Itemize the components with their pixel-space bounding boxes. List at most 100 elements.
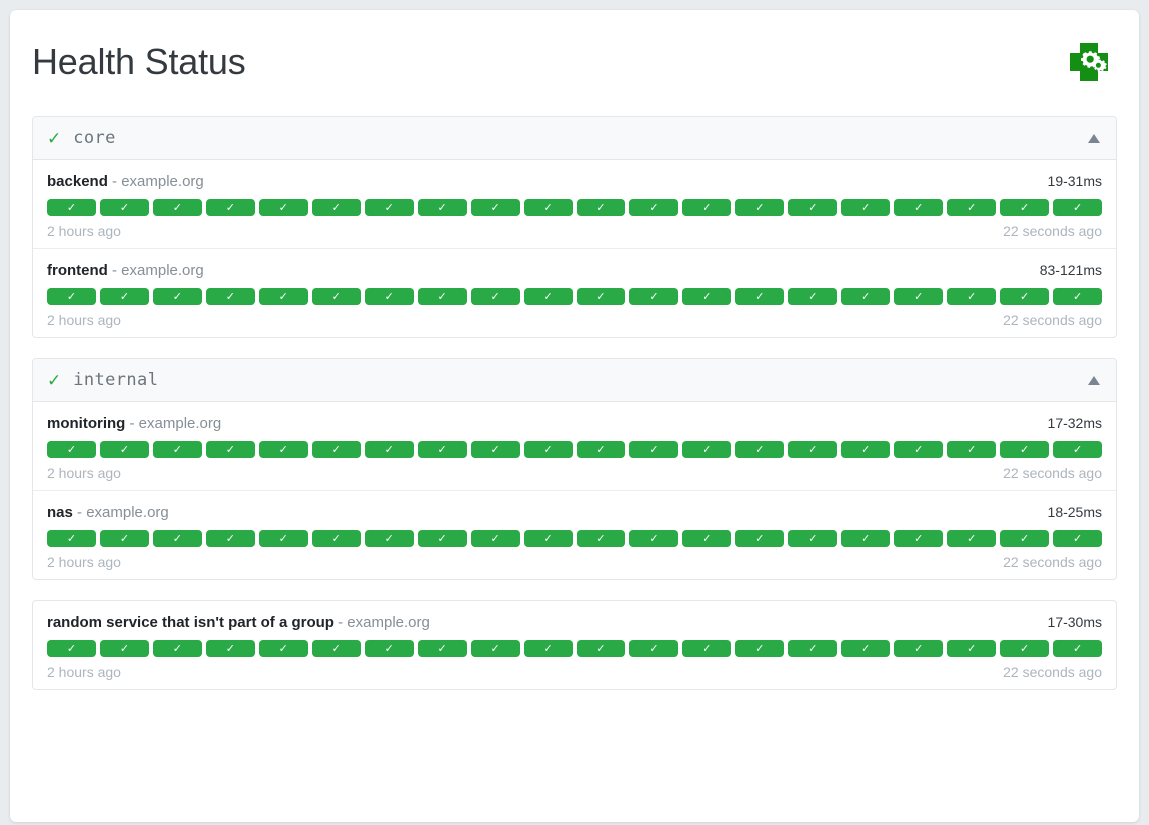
status-pill-up[interactable]: ✓: [99, 640, 149, 657]
status-pill-up[interactable]: ✓: [311, 441, 361, 458]
status-pill-up[interactable]: ✓: [788, 530, 838, 547]
status-pill-up[interactable]: ✓: [1053, 199, 1103, 216]
status-pill-up[interactable]: ✓: [523, 199, 573, 216]
group-header[interactable]: ✓ core: [33, 117, 1116, 160]
status-pill-up[interactable]: ✓: [788, 288, 838, 305]
status-pill-up[interactable]: ✓: [1000, 640, 1050, 657]
status-pill-up[interactable]: ✓: [311, 288, 361, 305]
status-pill-up[interactable]: ✓: [947, 441, 997, 458]
status-pill-up[interactable]: ✓: [1053, 288, 1103, 305]
status-pill-up[interactable]: ✓: [258, 441, 308, 458]
caret-up-icon[interactable]: [1088, 133, 1100, 143]
status-pill-up[interactable]: ✓: [364, 288, 414, 305]
service-name[interactable]: monitoring: [47, 415, 126, 432]
status-pill-up[interactable]: ✓: [894, 441, 944, 458]
status-pill-up[interactable]: ✓: [258, 640, 308, 657]
status-pill-up[interactable]: ✓: [947, 640, 997, 657]
status-pill-up[interactable]: ✓: [258, 288, 308, 305]
status-pill-up[interactable]: ✓: [788, 199, 838, 216]
status-pill-up[interactable]: ✓: [47, 441, 96, 458]
status-pill-up[interactable]: ✓: [682, 288, 732, 305]
status-pill-up[interactable]: ✓: [788, 441, 838, 458]
status-pill-up[interactable]: ✓: [205, 441, 255, 458]
status-pill-up[interactable]: ✓: [841, 288, 891, 305]
status-pill-up[interactable]: ✓: [311, 640, 361, 657]
status-pill-up[interactable]: ✓: [947, 288, 997, 305]
status-pill-up[interactable]: ✓: [417, 640, 467, 657]
status-pill-up[interactable]: ✓: [99, 288, 149, 305]
status-pill-up[interactable]: ✓: [205, 640, 255, 657]
status-pill-up[interactable]: ✓: [417, 288, 467, 305]
status-pill-up[interactable]: ✓: [470, 530, 520, 547]
status-pill-up[interactable]: ✓: [629, 530, 679, 547]
status-pill-up[interactable]: ✓: [311, 199, 361, 216]
status-pill-up[interactable]: ✓: [417, 199, 467, 216]
status-pill-up[interactable]: ✓: [841, 530, 891, 547]
status-pill-up[interactable]: ✓: [682, 530, 732, 547]
status-pill-up[interactable]: ✓: [629, 441, 679, 458]
status-pill-up[interactable]: ✓: [788, 640, 838, 657]
status-pill-up[interactable]: ✓: [947, 530, 997, 547]
status-pill-up[interactable]: ✓: [682, 640, 732, 657]
status-pill-up[interactable]: ✓: [47, 640, 96, 657]
status-pill-up[interactable]: ✓: [894, 640, 944, 657]
status-pill-up[interactable]: ✓: [470, 640, 520, 657]
status-pill-up[interactable]: ✓: [364, 199, 414, 216]
status-pill-up[interactable]: ✓: [1053, 441, 1103, 458]
status-pill-up[interactable]: ✓: [576, 530, 626, 547]
status-pill-up[interactable]: ✓: [258, 199, 308, 216]
status-pill-up[interactable]: ✓: [1000, 288, 1050, 305]
status-pill-up[interactable]: ✓: [841, 199, 891, 216]
status-pill-up[interactable]: ✓: [576, 441, 626, 458]
status-pill-up[interactable]: ✓: [47, 530, 96, 547]
status-pill-up[interactable]: ✓: [576, 199, 626, 216]
status-pill-up[interactable]: ✓: [523, 640, 573, 657]
status-pill-up[interactable]: ✓: [205, 199, 255, 216]
status-pill-up[interactable]: ✓: [417, 441, 467, 458]
status-pill-up[interactable]: ✓: [629, 288, 679, 305]
status-pill-up[interactable]: ✓: [47, 199, 96, 216]
status-pill-up[interactable]: ✓: [152, 441, 202, 458]
status-pill-up[interactable]: ✓: [894, 288, 944, 305]
status-pill-up[interactable]: ✓: [841, 640, 891, 657]
status-pill-up[interactable]: ✓: [1000, 441, 1050, 458]
status-pill-up[interactable]: ✓: [152, 199, 202, 216]
status-pill-up[interactable]: ✓: [99, 530, 149, 547]
status-pill-up[interactable]: ✓: [894, 530, 944, 547]
status-pill-up[interactable]: ✓: [682, 441, 732, 458]
status-pill-up[interactable]: ✓: [470, 288, 520, 305]
status-pill-up[interactable]: ✓: [629, 199, 679, 216]
status-pill-up[interactable]: ✓: [258, 530, 308, 547]
status-pill-up[interactable]: ✓: [417, 530, 467, 547]
status-pill-up[interactable]: ✓: [364, 530, 414, 547]
status-pill-up[interactable]: ✓: [205, 288, 255, 305]
status-pill-up[interactable]: ✓: [576, 288, 626, 305]
service-name[interactable]: random service that isn't part of a grou…: [47, 614, 334, 631]
status-pill-up[interactable]: ✓: [470, 199, 520, 216]
service-name[interactable]: backend: [47, 173, 108, 190]
status-pill-up[interactable]: ✓: [735, 288, 785, 305]
group-header[interactable]: ✓ internal: [33, 359, 1116, 402]
status-pill-up[interactable]: ✓: [735, 199, 785, 216]
status-pill-up[interactable]: ✓: [152, 640, 202, 657]
caret-up-icon[interactable]: [1088, 375, 1100, 385]
status-pill-up[interactable]: ✓: [152, 530, 202, 547]
status-pill-up[interactable]: ✓: [364, 441, 414, 458]
status-pill-up[interactable]: ✓: [470, 441, 520, 458]
service-name[interactable]: nas: [47, 504, 73, 521]
status-pill-up[interactable]: ✓: [99, 441, 149, 458]
status-pill-up[interactable]: ✓: [311, 530, 361, 547]
status-pill-up[interactable]: ✓: [523, 530, 573, 547]
status-pill-up[interactable]: ✓: [735, 530, 785, 547]
status-pill-up[interactable]: ✓: [523, 288, 573, 305]
status-pill-up[interactable]: ✓: [735, 640, 785, 657]
status-pill-up[interactable]: ✓: [1053, 640, 1103, 657]
status-pill-up[interactable]: ✓: [629, 640, 679, 657]
status-pill-up[interactable]: ✓: [1000, 530, 1050, 547]
status-pill-up[interactable]: ✓: [152, 288, 202, 305]
status-pill-up[interactable]: ✓: [1053, 530, 1103, 547]
status-pill-up[interactable]: ✓: [735, 441, 785, 458]
status-pill-up[interactable]: ✓: [523, 441, 573, 458]
status-pill-up[interactable]: ✓: [99, 199, 149, 216]
service-name[interactable]: frontend: [47, 262, 108, 279]
